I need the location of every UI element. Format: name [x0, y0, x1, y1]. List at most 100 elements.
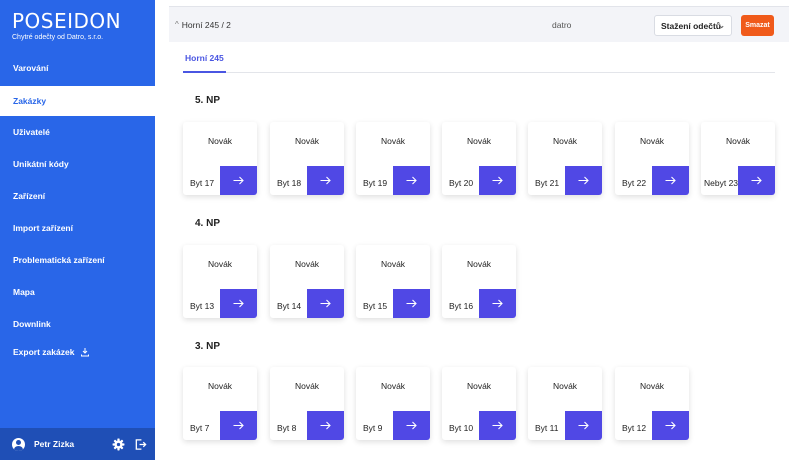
arrow-right-icon	[233, 299, 244, 308]
select-value: Stažení odečtů	[661, 20, 721, 31]
open-unit-button[interactable]	[307, 166, 344, 195]
unit-label: Byt 12	[622, 423, 647, 433]
open-unit-button[interactable]	[479, 289, 516, 318]
company-label: datro	[552, 19, 572, 30]
arrow-right-icon	[665, 176, 676, 185]
sidebar-item-label: Varování	[13, 63, 49, 73]
unit-owner: Novák	[380, 259, 406, 269]
tab-bar: Horní 245	[183, 44, 775, 73]
unit-card: Novák Byt 22	[615, 122, 689, 195]
open-unit-button[interactable]	[307, 289, 344, 318]
breadcrumb[interactable]: ^ Horní 245 / 2	[175, 20, 231, 30]
unit-label: Nebyt 23	[704, 178, 739, 188]
tab-horni-245[interactable]: Horní 245	[183, 44, 226, 73]
unit-label: Byt 8	[277, 423, 297, 433]
unit-owner: Novák	[552, 381, 578, 391]
unit-label: Byt 21	[535, 178, 560, 188]
chevron-up-icon[interactable]: ^	[175, 20, 179, 29]
unit-card: Novák Byt 20	[442, 122, 516, 195]
sidebar-item-label: Export zakázek	[13, 347, 75, 357]
open-unit-button[interactable]	[220, 166, 257, 195]
logo-text: POSEIDON	[12, 9, 122, 33]
open-unit-button[interactable]	[393, 289, 430, 318]
open-unit-button[interactable]	[479, 411, 516, 440]
sidebar-item-import-zarizeni[interactable]: Import zařízení	[0, 213, 155, 243]
sidebar-item-zakazky[interactable]: Zakázky	[0, 86, 155, 116]
arrow-right-icon	[492, 176, 503, 185]
open-unit-button[interactable]	[220, 411, 257, 440]
unit-owner: Novák	[466, 136, 492, 146]
unit-owner: Novák	[725, 136, 751, 146]
open-unit-button[interactable]	[220, 289, 257, 318]
unit-card: Novák Nebyt 23	[701, 122, 775, 195]
unit-owner: Novák	[466, 259, 492, 269]
sidebar-item-zarizeni[interactable]: Zařízení	[0, 181, 155, 211]
sidebar-item-mapa[interactable]: Mapa	[0, 277, 155, 307]
open-unit-button[interactable]	[307, 411, 344, 440]
logout-icon[interactable]	[133, 437, 147, 451]
unit-label: Byt 13	[190, 301, 215, 311]
logo[interactable]: POSEIDON Chytré odečty od Datro, s.r.o.	[12, 10, 121, 41]
user-bar: Petr Zizka	[0, 428, 155, 460]
gear-icon[interactable]	[111, 437, 125, 451]
breadcrumb-text: Horní 245 / 2	[181, 19, 231, 30]
open-unit-button[interactable]	[393, 166, 430, 195]
sidebar-item-varovani[interactable]: Varování	[0, 53, 155, 83]
unit-owner: Novák	[294, 136, 320, 146]
unit-card: Novák Byt 18	[270, 122, 344, 195]
unit-card: Novák Byt 19	[356, 122, 430, 195]
unit-label: Byt 9	[363, 423, 383, 433]
sidebar-item-downlink[interactable]: Downlink	[0, 309, 155, 339]
arrow-right-icon	[751, 176, 762, 185]
sidebar-item-uzivatele[interactable]: Uživatelé	[0, 117, 155, 147]
main-content: ^ Horní 245 / 2 datro Stažení odečtů ⌄ S…	[155, 0, 800, 460]
unit-card: Novák Byt 16	[442, 245, 516, 318]
open-unit-button[interactable]	[393, 411, 430, 440]
arrow-right-icon	[492, 421, 503, 430]
sidebar-item-problematicka-zarizeni[interactable]: Problematická zařízení	[0, 245, 155, 275]
open-unit-button[interactable]	[479, 166, 516, 195]
arrow-right-icon	[665, 421, 676, 430]
delete-button[interactable]: Smazat	[741, 15, 774, 36]
unit-card: Novák Byt 13	[183, 245, 257, 318]
arrow-right-icon	[320, 176, 331, 185]
arrow-right-icon	[320, 299, 331, 308]
unit-owner: Novák	[639, 136, 665, 146]
sidebar-item-label: Mapa	[13, 287, 35, 297]
unit-label: Byt 18	[277, 178, 302, 188]
floor-title: 5. NP	[195, 95, 221, 106]
sidebar-item-unikatni-kody[interactable]: Unikátní kódy	[0, 149, 155, 179]
open-unit-button[interactable]	[565, 411, 602, 440]
sidebar-item-label: Uživatelé	[13, 127, 50, 137]
unit-label: Byt 20	[449, 178, 474, 188]
open-unit-button[interactable]	[652, 166, 689, 195]
unit-label: Byt 17	[190, 178, 215, 188]
unit-label: Byt 19	[363, 178, 388, 188]
open-unit-button[interactable]	[738, 166, 775, 195]
open-unit-button[interactable]	[565, 166, 602, 195]
open-unit-button[interactable]	[652, 411, 689, 440]
unit-card: Novák Byt 12	[615, 367, 689, 440]
unit-label: Byt 10	[449, 423, 474, 433]
job-header: ^ Horní 245 / 2 datro Stažení odečtů ⌄ S…	[169, 6, 789, 42]
unit-owner: Novák	[380, 136, 406, 146]
unit-card: Novák Byt 9	[356, 367, 430, 440]
unit-label: Byt 22	[622, 178, 647, 188]
download-icon	[80, 347, 90, 357]
unit-card: Novák Byt 8	[270, 367, 344, 440]
unit-card: Novák Byt 15	[356, 245, 430, 318]
logo-tagline: Chytré odečty od Datro, s.r.o.	[12, 34, 104, 41]
unit-card: Novák Byt 21	[528, 122, 602, 195]
floor-title: 3. NP	[195, 341, 221, 352]
download-readings-select[interactable]: Stažení odečtů ⌄	[654, 15, 732, 36]
unit-owner: Novák	[207, 381, 233, 391]
unit-owner: Novák	[294, 381, 320, 391]
unit-owner: Novák	[207, 136, 233, 146]
user-avatar-icon	[12, 437, 25, 451]
sidebar-item-label: Problematická zařízení	[13, 255, 105, 265]
sidebar-item-export-zakazek[interactable]: Export zakázek	[0, 337, 155, 367]
unit-card: Novák Byt 10	[442, 367, 516, 440]
unit-label: Byt 15	[363, 301, 388, 311]
sidebar-item-label: Downlink	[13, 319, 51, 329]
arrow-right-icon	[578, 421, 589, 430]
